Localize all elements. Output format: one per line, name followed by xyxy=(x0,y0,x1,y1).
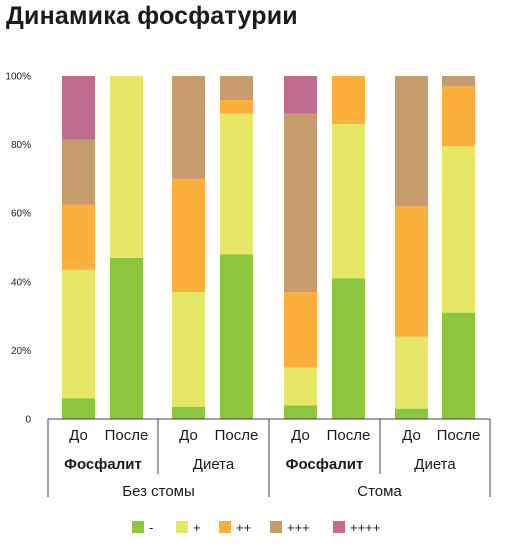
y-tick-label: 80% xyxy=(11,140,31,151)
legend-swatch xyxy=(219,521,231,533)
category-label: После xyxy=(327,427,371,444)
category-label: После xyxy=(437,427,481,444)
y-tick-label: 100% xyxy=(5,72,31,83)
category-label: После xyxy=(105,427,149,444)
category-label: После xyxy=(215,427,259,444)
y-tick-label: 20% xyxy=(11,346,31,357)
bar-segment-1 xyxy=(332,278,365,419)
bar-segment-3 xyxy=(172,178,205,293)
bar-segment-1 xyxy=(284,405,317,419)
bar-segment-3 xyxy=(62,204,95,270)
category-label: До xyxy=(291,427,310,444)
legend-swatch xyxy=(270,521,282,533)
bars xyxy=(62,76,475,419)
bar-segment-2 xyxy=(62,269,95,399)
bar-segment-2 xyxy=(284,367,317,406)
y-tick-label: 60% xyxy=(11,209,31,220)
bar-segment-2 xyxy=(332,124,365,279)
legend-label: +++ xyxy=(287,520,310,535)
bar-segment-4 xyxy=(220,76,253,101)
group-label: Фосфалит xyxy=(286,456,364,473)
supergroup-label: Без стомы xyxy=(122,483,195,500)
legend: - + ++ +++ ++++ xyxy=(132,520,380,535)
legend-label: ++ xyxy=(236,520,251,535)
legend-swatch xyxy=(132,521,144,533)
bar-segment-3 xyxy=(332,76,365,125)
group-label: Диета xyxy=(414,456,456,473)
bar-segment-3 xyxy=(284,292,317,368)
group-label: Диета xyxy=(193,456,235,473)
y-tick-label: 0 xyxy=(25,415,31,426)
bar-segment-5 xyxy=(284,76,317,114)
bar-segment-4 xyxy=(442,76,475,87)
bar-segment-1 xyxy=(220,254,253,419)
y-axis: 0 20% 40% 60% 80% 100% xyxy=(5,72,31,426)
bar-segment-1 xyxy=(62,398,95,419)
bar-segment-1 xyxy=(442,312,475,419)
bar-segment-4 xyxy=(395,76,428,207)
bar-segment-3 xyxy=(442,86,475,147)
bar-segment-2 xyxy=(110,76,143,258)
legend-swatch xyxy=(176,521,188,533)
bar-segment-2 xyxy=(172,292,205,407)
bar-segment-1 xyxy=(110,257,143,419)
bar-segment-2 xyxy=(220,113,253,255)
legend-label: + xyxy=(193,520,201,535)
legend-label: - xyxy=(149,520,153,535)
bar-segment-1 xyxy=(172,406,205,419)
x-axis: До После До После До После До После Фосфалит Диет… xyxy=(47,418,491,500)
supergroup-label: Стома xyxy=(357,483,402,500)
bar-segment-1 xyxy=(395,408,428,419)
y-tick-label: 40% xyxy=(11,277,31,288)
legend-swatch xyxy=(333,521,345,533)
bar-segment-4 xyxy=(62,139,95,205)
category-label: До xyxy=(179,427,198,444)
bar-segment-3 xyxy=(220,100,253,114)
chart-title: Динамика фосфатурии xyxy=(6,2,298,30)
bar-segment-4 xyxy=(172,76,205,179)
category-label: До xyxy=(69,427,88,444)
category-label: До xyxy=(402,427,421,444)
bar-segment-2 xyxy=(442,146,475,313)
bar-segment-5 xyxy=(62,76,95,140)
legend-label: ++++ xyxy=(350,520,380,535)
bar-segment-4 xyxy=(284,113,317,293)
bar-segment-2 xyxy=(395,336,428,409)
group-label: Фосфалит xyxy=(64,456,142,473)
bar-segment-3 xyxy=(395,206,428,337)
